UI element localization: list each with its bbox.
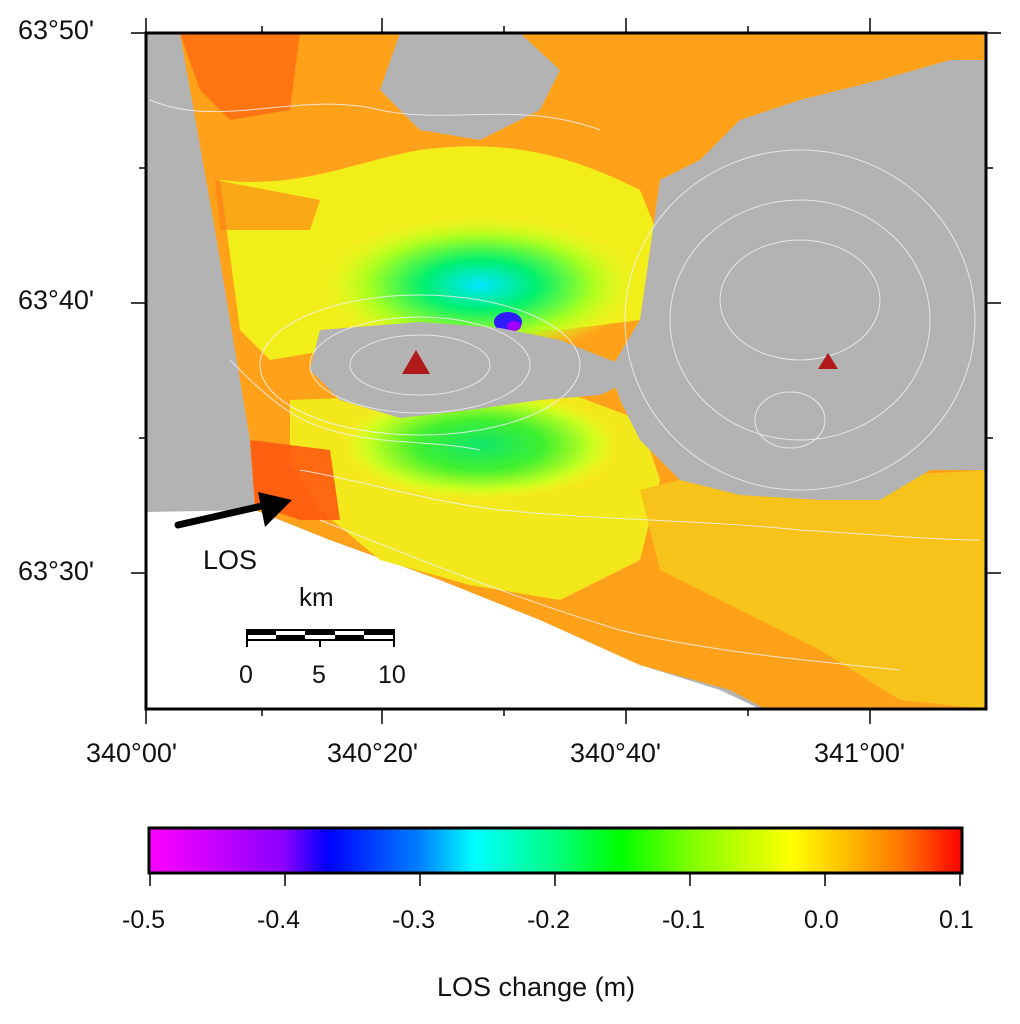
- scale-unit-label: km: [299, 582, 334, 612]
- scale-tick-10: 10: [378, 661, 406, 689]
- map-frame: [144, 31, 988, 711]
- lon-label-340-20: 340°20': [327, 738, 419, 768]
- axis-ticks: [131, 18, 1001, 724]
- los-arrow: [174, 492, 292, 529]
- lat-label-63-50: 63°50': [18, 15, 95, 45]
- colorbar-tick-label: -0.4: [257, 906, 301, 934]
- colorbar-gradient: [147, 826, 964, 875]
- volcano-marker-west: [402, 350, 430, 374]
- colorbar-ticks: [149, 873, 961, 886]
- scale-bar: [246, 629, 395, 647]
- colorbar-tick-label: -0.2: [527, 906, 571, 934]
- sea-area: [146, 508, 760, 709]
- colorbar-tick-label: 0.0: [804, 906, 839, 934]
- glacier-north: [380, 33, 560, 140]
- interferogram: [146, 33, 986, 709]
- colorbar-title: LOS change (m): [437, 972, 636, 1002]
- uplift-lobe-south: [340, 390, 620, 500]
- colorbar-tick-label: -0.3: [392, 906, 436, 934]
- lon-label-340-00: 340°00': [86, 738, 178, 768]
- glacier-east: [610, 60, 986, 500]
- uplift-lobe-north: [320, 215, 640, 355]
- lon-label-340-40: 340°40': [570, 738, 662, 768]
- lat-label-63-40: 63°40': [18, 285, 95, 315]
- scale-tick-0: 0: [239, 661, 253, 689]
- lat-label-63-30: 63°30': [18, 556, 95, 586]
- lon-label-341-00: 341°00': [814, 738, 906, 768]
- los-label: LOS: [203, 545, 258, 575]
- colorbar-tick-label: 0.1: [939, 906, 974, 934]
- colorbar-tick-label: -0.1: [662, 906, 706, 934]
- topo-contours: [149, 99, 981, 671]
- volcano-marker-east: [818, 353, 838, 369]
- scale-tick-5: 5: [312, 661, 326, 689]
- yellow-band-east: [640, 470, 986, 709]
- colorbar-tick-label: -0.5: [122, 906, 166, 934]
